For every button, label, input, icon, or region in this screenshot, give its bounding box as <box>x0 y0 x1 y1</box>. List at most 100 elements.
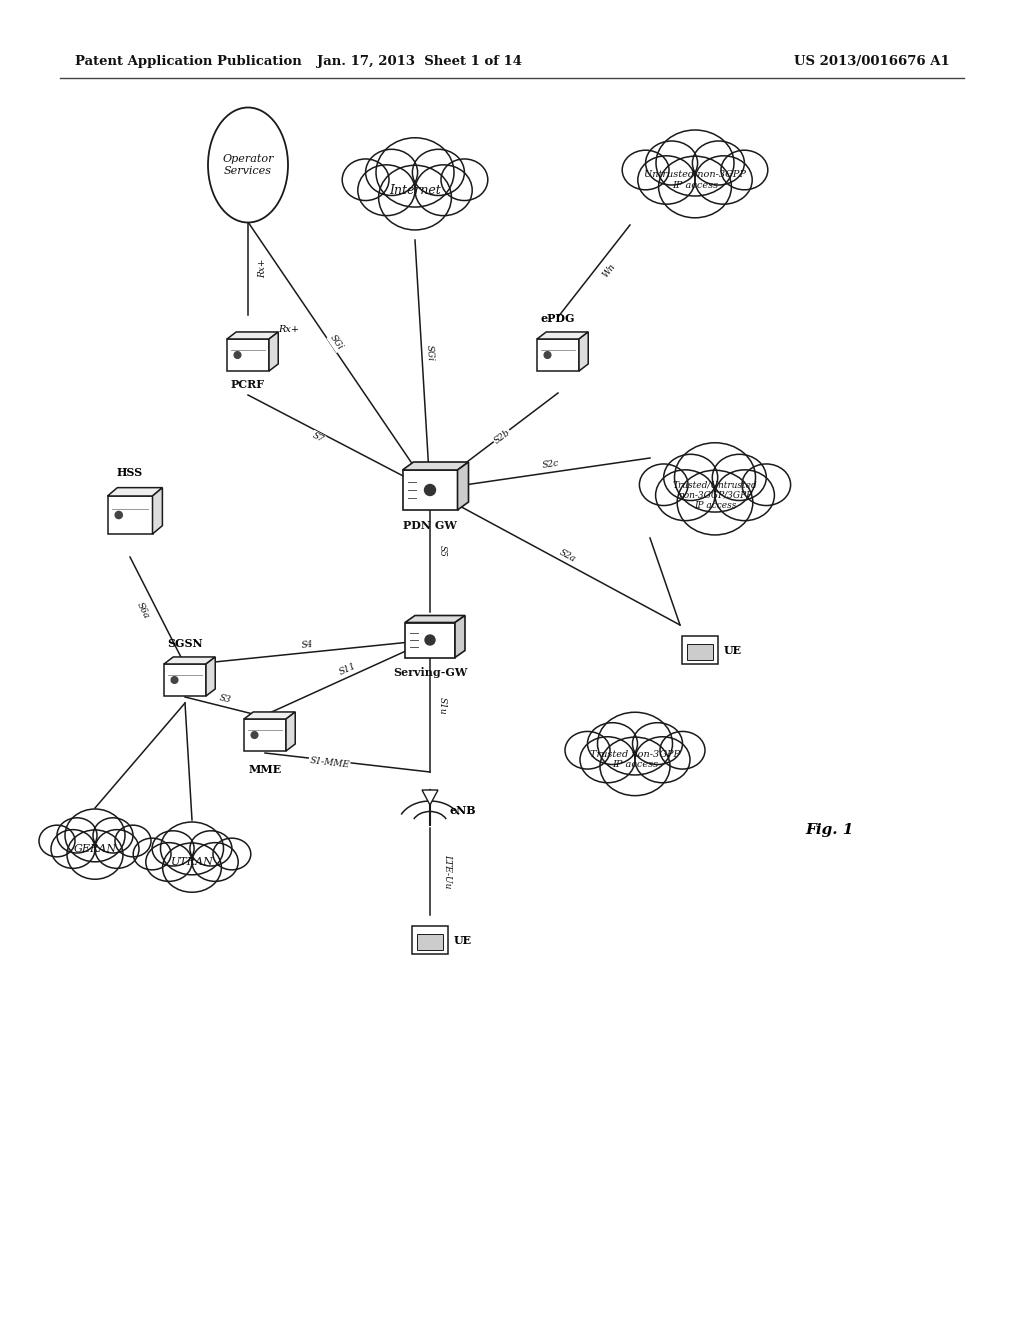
Ellipse shape <box>692 141 744 185</box>
Ellipse shape <box>664 454 718 500</box>
Polygon shape <box>164 657 215 664</box>
Ellipse shape <box>633 723 683 764</box>
Circle shape <box>251 731 258 738</box>
Ellipse shape <box>623 150 669 190</box>
Ellipse shape <box>161 822 223 875</box>
Text: S11: S11 <box>338 661 357 677</box>
Ellipse shape <box>357 165 415 215</box>
Ellipse shape <box>153 830 195 866</box>
Polygon shape <box>269 331 279 371</box>
Ellipse shape <box>600 737 670 796</box>
Polygon shape <box>412 927 449 954</box>
Text: Trusted non-3GPP
IP access: Trusted non-3GPP IP access <box>590 750 680 770</box>
Ellipse shape <box>93 818 133 853</box>
Ellipse shape <box>675 442 756 512</box>
Text: ePDG: ePDG <box>541 313 575 323</box>
Ellipse shape <box>193 842 239 882</box>
Polygon shape <box>537 339 579 371</box>
Ellipse shape <box>133 838 171 870</box>
Ellipse shape <box>695 156 753 205</box>
Ellipse shape <box>415 165 472 215</box>
Ellipse shape <box>51 830 95 869</box>
Ellipse shape <box>655 470 715 520</box>
Ellipse shape <box>115 825 151 857</box>
Text: Fig. 1: Fig. 1 <box>806 822 854 837</box>
Ellipse shape <box>580 737 635 783</box>
Ellipse shape <box>49 816 141 874</box>
Text: MME: MME <box>249 764 282 775</box>
Text: UE: UE <box>454 935 472 945</box>
Text: Patent Application Publication: Patent Application Publication <box>75 55 302 69</box>
Text: UE: UE <box>724 644 742 656</box>
Circle shape <box>425 635 435 645</box>
Ellipse shape <box>95 830 139 869</box>
Text: UTRAN: UTRAN <box>171 857 213 867</box>
Text: Trusted/Untrusted
non-3GGP/3GPP
IP access: Trusted/Untrusted non-3GGP/3GPP IP acces… <box>673 480 758 510</box>
Text: Rx+: Rx+ <box>258 259 267 279</box>
Ellipse shape <box>379 165 452 230</box>
Polygon shape <box>406 615 465 623</box>
Polygon shape <box>422 789 438 805</box>
Text: S2b: S2b <box>493 428 512 445</box>
Ellipse shape <box>143 829 241 887</box>
Polygon shape <box>227 331 279 339</box>
Ellipse shape <box>658 156 731 218</box>
Text: S2c: S2c <box>542 459 560 470</box>
Text: Serving-GW: Serving-GW <box>393 668 467 678</box>
Ellipse shape <box>145 842 193 882</box>
Polygon shape <box>244 711 295 719</box>
Text: PDN GW: PDN GW <box>403 520 457 531</box>
Text: GERAN: GERAN <box>74 843 117 854</box>
Ellipse shape <box>565 731 610 770</box>
Ellipse shape <box>355 148 475 223</box>
Text: S2a: S2a <box>558 548 578 565</box>
Polygon shape <box>227 339 269 371</box>
Text: PCRF: PCRF <box>231 379 265 389</box>
Circle shape <box>544 351 551 358</box>
Polygon shape <box>402 470 458 510</box>
Text: S6a: S6a <box>134 602 151 620</box>
Ellipse shape <box>660 731 705 770</box>
Text: S1u: S1u <box>437 697 446 715</box>
Ellipse shape <box>588 723 638 764</box>
Polygon shape <box>455 615 465 657</box>
Ellipse shape <box>715 470 774 520</box>
Polygon shape <box>108 487 163 496</box>
Polygon shape <box>164 664 206 696</box>
Ellipse shape <box>366 149 418 195</box>
Text: eNB: eNB <box>450 804 476 816</box>
Ellipse shape <box>635 139 755 211</box>
Ellipse shape <box>578 721 692 789</box>
Text: LTE-Uu: LTE-Uu <box>443 854 453 888</box>
Circle shape <box>171 677 178 684</box>
Ellipse shape <box>376 137 454 207</box>
Ellipse shape <box>653 453 777 528</box>
Text: Rx+: Rx+ <box>278 326 299 334</box>
Ellipse shape <box>39 825 75 857</box>
Ellipse shape <box>67 830 123 879</box>
Ellipse shape <box>721 150 768 190</box>
Polygon shape <box>153 487 163 535</box>
Polygon shape <box>537 331 588 339</box>
Ellipse shape <box>213 838 251 870</box>
Polygon shape <box>406 623 455 657</box>
Circle shape <box>234 351 241 358</box>
Ellipse shape <box>677 470 753 535</box>
Ellipse shape <box>163 843 221 892</box>
Circle shape <box>425 484 435 495</box>
Polygon shape <box>206 657 215 696</box>
Ellipse shape <box>597 713 673 775</box>
Ellipse shape <box>638 156 695 205</box>
Text: S3: S3 <box>218 693 231 705</box>
Ellipse shape <box>413 149 465 195</box>
Polygon shape <box>418 935 442 949</box>
Ellipse shape <box>742 463 791 506</box>
Polygon shape <box>687 644 713 660</box>
Ellipse shape <box>208 107 288 223</box>
Ellipse shape <box>639 463 688 506</box>
Text: SGi: SGi <box>425 345 435 360</box>
Ellipse shape <box>713 454 766 500</box>
Polygon shape <box>108 496 153 535</box>
Text: S1-MME: S1-MME <box>309 756 350 770</box>
Polygon shape <box>579 331 588 371</box>
